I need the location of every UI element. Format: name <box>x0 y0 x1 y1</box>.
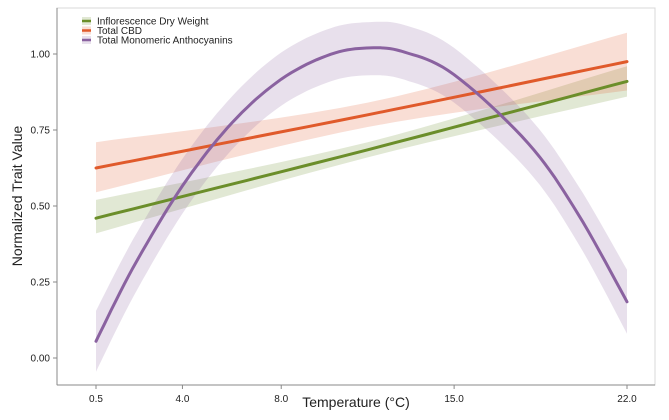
y-tick-label: 1.00 <box>31 50 51 61</box>
x-tick-label: 15.0 <box>444 394 464 405</box>
plot-panel <box>56 7 656 386</box>
x-tick-label: 0.5 <box>89 394 103 405</box>
total-cbd-line <box>94 60 629 170</box>
y-tick-label: 0.75 <box>31 126 51 137</box>
x-tick-label: 22.0 <box>617 394 637 405</box>
legend-label: Inflorescence Dry Weight <box>97 17 209 28</box>
x-axis-label: Temperature (°C) <box>302 394 410 410</box>
x-tick-label: 4.0 <box>175 394 189 405</box>
total-cbd-confidence-band <box>96 32 627 193</box>
legend-label: Total Monomeric Anthocyanins <box>97 36 233 47</box>
y-tick-label: 0.00 <box>31 354 51 365</box>
inflorescence-dry-weight-line <box>94 79 629 220</box>
x-tick-label: 8.0 <box>274 394 288 405</box>
y-axis-label: Normalized Trait Value <box>9 126 25 267</box>
total-monomeric-anthocyanins-line <box>94 46 629 343</box>
y-tick-label: 0.25 <box>31 278 51 289</box>
legend-label: Total CBD <box>97 26 142 37</box>
y-tick-label: 0.50 <box>31 202 51 213</box>
